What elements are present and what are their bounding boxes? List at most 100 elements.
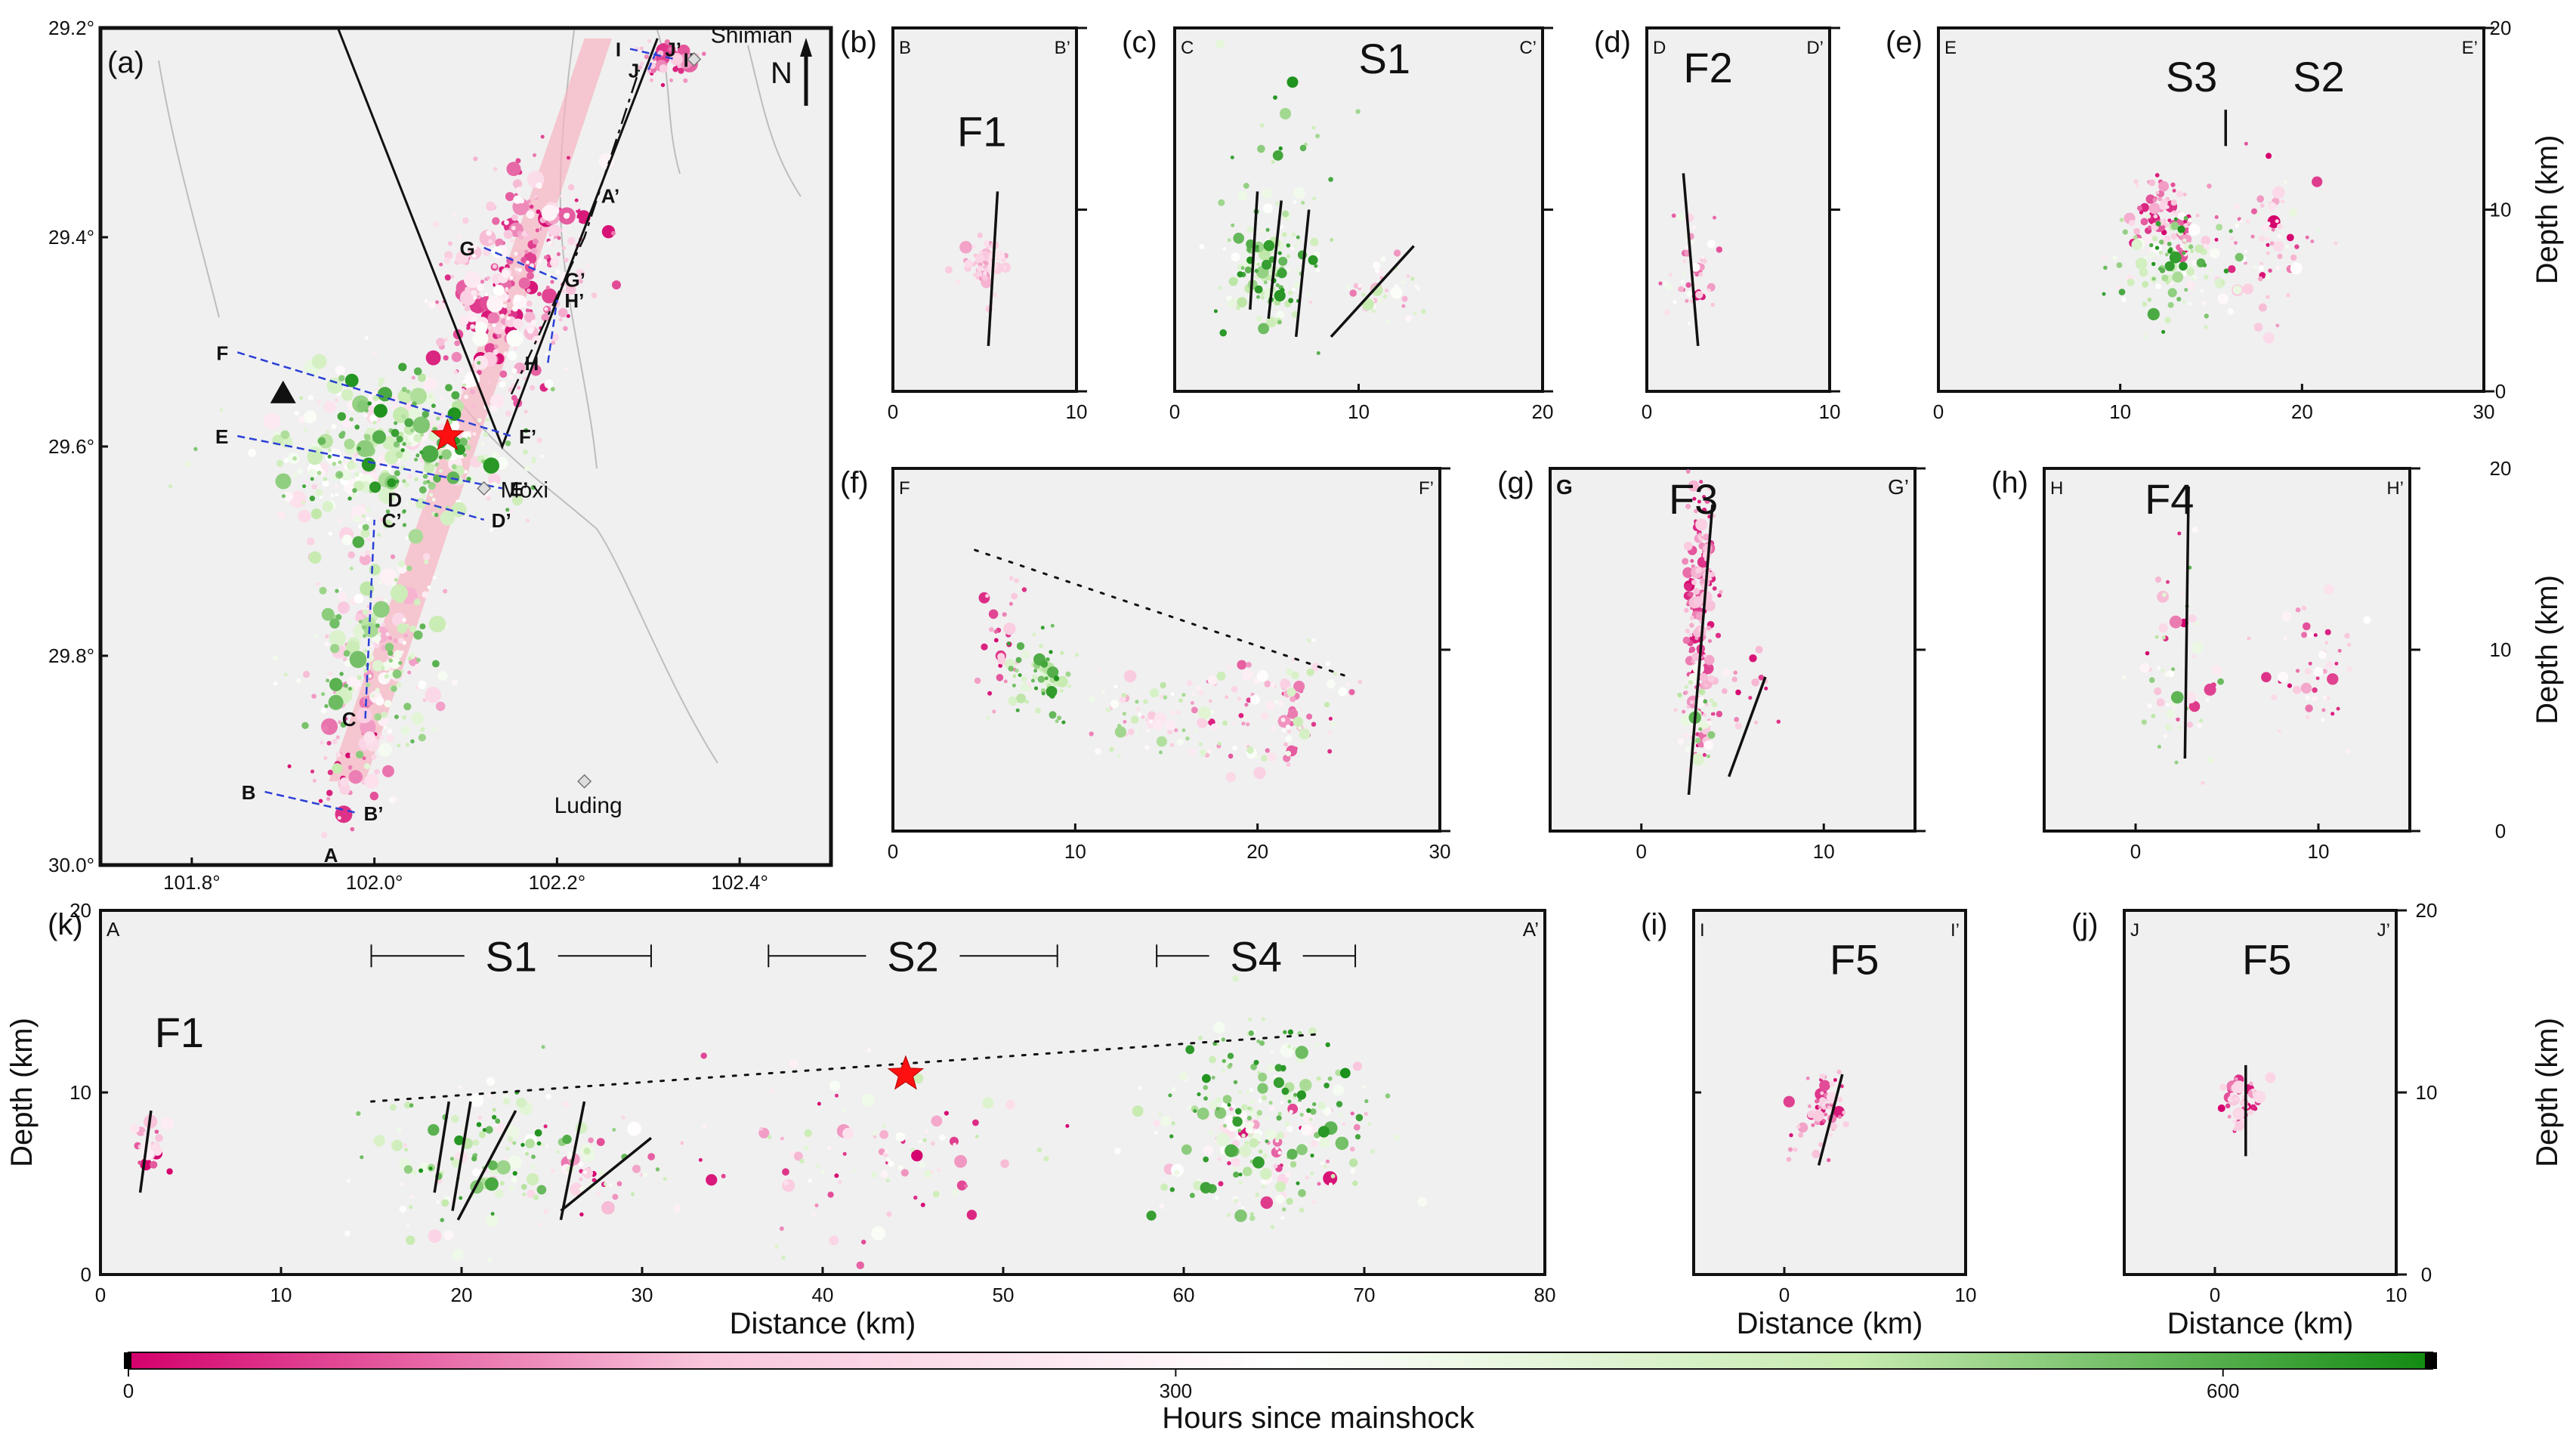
event-dot [2161,274,2169,282]
event-dot [808,1179,812,1183]
event-dot [476,1122,482,1127]
event-dot [2204,325,2208,329]
event-dot [363,413,368,418]
event-dot [1181,1144,1192,1155]
event-dot [1215,1107,1220,1111]
event-dot [1327,1076,1333,1081]
event-dot [524,249,529,254]
profile-end-B: B’ [363,802,383,825]
event-dot [1692,496,1697,501]
event-dot [1282,210,1290,218]
event-dot [987,691,993,696]
depth-axis-title: Depth (km) [2531,575,2564,725]
event-dot [1838,1114,1842,1119]
event-dot [2321,718,2325,722]
event-dot [1196,685,1201,691]
event-dot [381,711,388,718]
event-dot [407,670,412,675]
event-dot [971,262,976,267]
event-dot [524,465,531,471]
event-dot [1277,251,1282,255]
event-dot [1704,683,1708,688]
event-dot [1040,660,1049,668]
event-dot [1324,1083,1330,1089]
event-dot [2191,641,2204,654]
event-dot [326,796,331,802]
event-dot [1710,712,1716,716]
event-dot [1293,187,1305,199]
event-dot [2216,224,2223,231]
depth-tick-label: 10 [2490,638,2512,661]
event-dot [1703,740,1714,750]
event-dot [2234,203,2240,210]
event-dot [1228,277,1238,286]
event-dot [924,1170,932,1178]
dashed-interface [370,1033,1320,1103]
depth-tick-label: 0 [81,1263,91,1286]
event-dot [885,1157,891,1162]
event-dot [380,568,397,586]
event-dot [1311,638,1316,642]
event-dot [2275,219,2279,224]
event-dot [1273,95,1277,100]
event-dot [2164,222,2169,227]
event-dot [431,727,437,732]
event-dot [394,421,398,425]
event-dot [385,450,399,465]
event-dot [383,598,388,603]
x-tick-label: 30 [1429,840,1451,863]
event-dot [2232,285,2242,295]
event-dot [1061,720,1066,725]
event-dot [320,740,324,745]
event-dot [363,634,367,638]
event-dot [294,410,299,416]
event-dot [1233,297,1237,301]
station-triangle [270,380,296,403]
event-dot [856,1261,865,1270]
event-dot [516,187,522,192]
event-dot [1089,696,1096,703]
town-marker [577,774,592,789]
event-dot [372,430,386,444]
event-dot [388,796,397,804]
event-dot [1296,235,1300,239]
event-dot [471,1156,477,1162]
event-dot [669,78,673,82]
event-dot [491,451,499,459]
event-dot [1246,248,1252,252]
event-dot [1245,1089,1250,1095]
event-dot [1683,542,1693,551]
event-dot [1237,190,1248,201]
panel-e-frame [1937,26,2485,393]
event-dot [349,650,367,669]
event-dot [532,335,541,345]
event-dot [555,269,561,275]
event-dot [443,355,449,361]
event-dot [700,1052,707,1059]
fault-label: S3 [2166,53,2218,100]
event-dot [1203,1156,1209,1163]
event-dot [2142,334,2148,339]
event-dot [1171,1086,1177,1092]
event-dot [1664,309,1670,316]
event-dot [495,238,504,248]
event-dot [317,471,322,475]
event-dot [1233,1080,1238,1085]
colorbar-tick-label: 300 [1160,1380,1192,1402]
event-dot [2147,703,2152,709]
event-dot [485,1126,493,1134]
event-dot [308,551,322,564]
profile-start-G: G [459,237,474,260]
event-dot [329,630,346,647]
event-dot [362,524,369,531]
event-dot [514,252,518,256]
event-dot [975,276,980,280]
event-dot [393,406,409,423]
event-dot [2261,224,2269,232]
event-dot [1169,1134,1174,1139]
event-dot [555,1150,560,1154]
event-dot [1286,76,1299,88]
